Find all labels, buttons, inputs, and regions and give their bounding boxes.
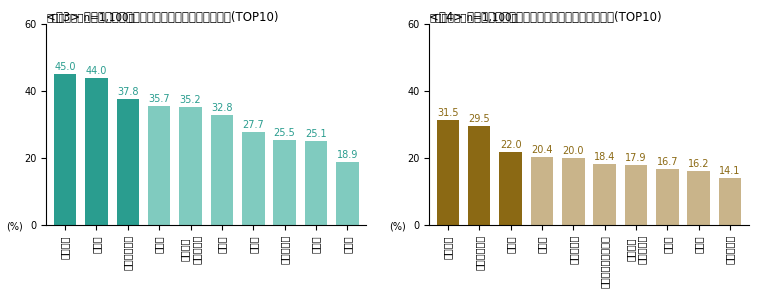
Text: 31.5: 31.5 <box>437 108 458 118</box>
Text: <嘦3> 今年の秋冬に自宅で作りたい・作ってみたい鳘(TOP10): <嘦3> 今年の秋冬に自宅で作りたい・作ってみたい鳘(TOP10) <box>46 11 279 24</box>
Bar <box>179 107 202 225</box>
Bar <box>594 164 616 225</box>
Text: 35.2: 35.2 <box>179 95 201 105</box>
Text: （複数回答：n=1,100）: （複数回答：n=1,100） <box>46 12 135 22</box>
Text: 35.7: 35.7 <box>148 94 170 103</box>
Bar <box>562 158 584 225</box>
Bar <box>719 178 741 225</box>
Bar <box>116 99 139 225</box>
Bar <box>305 141 328 225</box>
Y-axis label: (%): (%) <box>6 221 23 231</box>
Bar <box>499 152 522 225</box>
Text: 18.9: 18.9 <box>337 150 358 160</box>
Bar <box>468 126 490 225</box>
Bar <box>211 115 233 225</box>
Bar <box>436 120 459 225</box>
Bar <box>336 162 359 225</box>
Text: 18.4: 18.4 <box>594 152 616 161</box>
Text: 25.1: 25.1 <box>305 129 327 139</box>
Text: 20.4: 20.4 <box>531 145 553 155</box>
Text: 27.7: 27.7 <box>242 120 264 130</box>
Y-axis label: (%): (%) <box>388 221 405 231</box>
Text: 16.7: 16.7 <box>657 157 678 167</box>
Text: 20.0: 20.0 <box>562 146 584 156</box>
Text: 16.2: 16.2 <box>688 159 710 169</box>
Bar <box>242 132 264 225</box>
Text: 32.8: 32.8 <box>211 103 233 113</box>
Text: 14.1: 14.1 <box>720 166 741 176</box>
Bar <box>688 171 710 225</box>
Bar <box>656 169 679 225</box>
Text: 37.8: 37.8 <box>117 86 138 97</box>
Text: 25.5: 25.5 <box>274 128 296 138</box>
Text: 45.0: 45.0 <box>54 62 76 72</box>
Bar <box>274 140 296 225</box>
Bar <box>530 157 553 225</box>
Bar <box>148 106 170 225</box>
Text: （複数回答：n=1,100）: （複数回答：n=1,100） <box>429 12 518 22</box>
Bar <box>85 78 108 225</box>
Text: 29.5: 29.5 <box>468 114 490 124</box>
Text: <嘦4> 今年の秋冬にお店で食べたい・食べてみたい鳘(TOP10): <嘦4> 今年の秋冬にお店で食べたい・食べてみたい鳘(TOP10) <box>429 11 662 24</box>
Text: 44.0: 44.0 <box>86 66 107 76</box>
Text: 17.9: 17.9 <box>625 153 647 163</box>
Bar <box>625 165 648 225</box>
Text: 22.0: 22.0 <box>500 140 521 150</box>
Bar <box>54 74 76 225</box>
